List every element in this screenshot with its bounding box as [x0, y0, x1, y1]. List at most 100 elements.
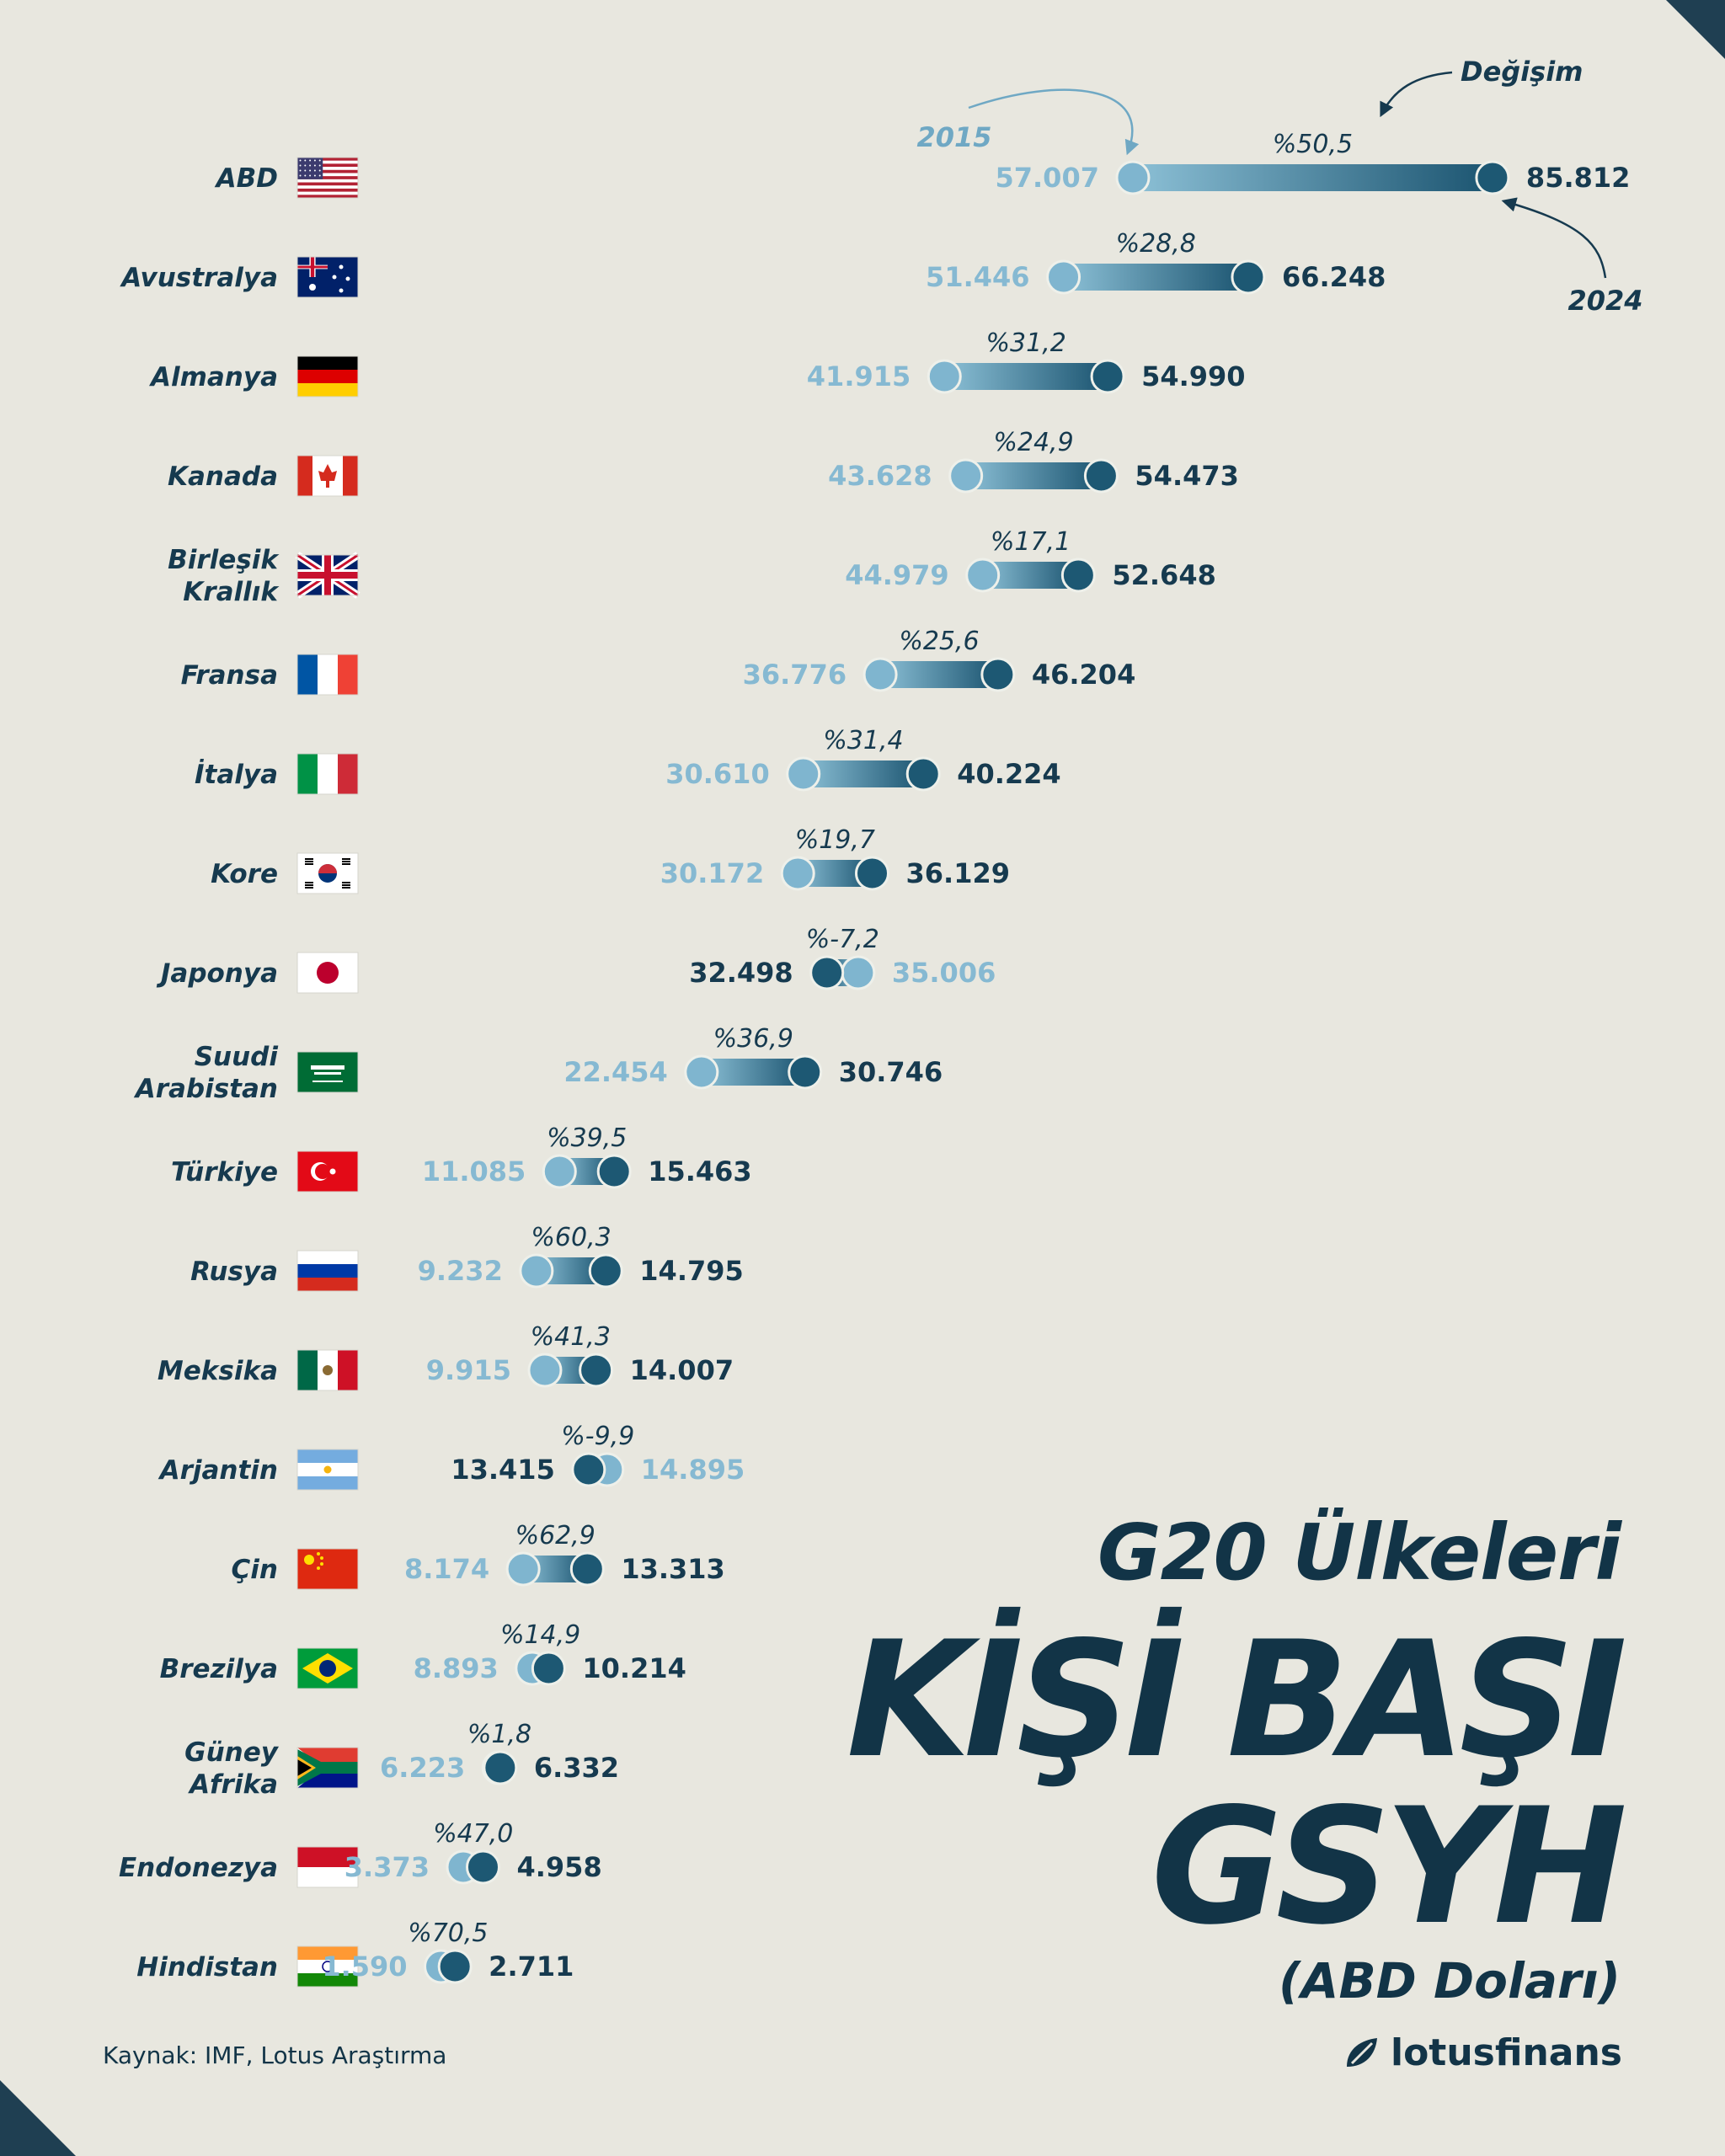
value-label-2024: 66.248	[1282, 261, 1386, 293]
value-label-2015: 43.628	[828, 460, 932, 492]
value-label-2015: 30.610	[665, 758, 769, 790]
legend-2015-arrow	[968, 88, 1140, 156]
chart-row: Rusya 9.232 14.795 %60,3	[190, 1223, 744, 1292]
dot-2015	[542, 1154, 577, 1189]
value-label-2024: 14.007	[630, 1354, 734, 1386]
germany-flag-icon	[296, 355, 359, 398]
argentina-flag-icon	[296, 1449, 359, 1491]
uk-flag-icon	[295, 552, 360, 599]
dot-2024	[437, 1949, 473, 1984]
chart-legend: 2015 Değişim 2024	[916, 56, 1642, 317]
country-label: Arjantin	[158, 1455, 278, 1486]
value-label-2015: 11.085	[422, 1155, 526, 1187]
value-label-2015: 8.174	[404, 1553, 489, 1585]
dot-2024	[1231, 259, 1266, 295]
dot-2015	[1115, 160, 1151, 195]
dumbbell-chart: 2015 Değişim 2024 ABD 57.007 85.812 %50,5 Avus…	[119, 56, 1643, 1988]
chart-row: İtalya 30.610 40.224 %31,4	[195, 726, 1061, 795]
value-label-2015: 8.893	[414, 1652, 499, 1684]
legend-change-label: Değişim	[1461, 56, 1583, 88]
value-label-2024: 30.746	[839, 1056, 943, 1088]
range-bar	[1132, 164, 1493, 191]
value-label-2015: 14.895	[641, 1454, 745, 1486]
dot-2024	[809, 955, 845, 990]
country-label: Birleşik	[168, 545, 280, 575]
country-label: Brezilya	[160, 1654, 278, 1684]
chart-row: ABD 57.007 85.812 %50,5	[214, 130, 1630, 199]
legend-2015-label: 2015	[916, 121, 991, 153]
value-label-2024: 54.990	[1141, 360, 1245, 392]
value-label-2024: 46.204	[1032, 659, 1135, 691]
dot-2024	[855, 856, 890, 891]
dot-2024	[531, 1651, 566, 1686]
change-label: %28,8	[1116, 229, 1196, 259]
canada-flag-icon	[296, 455, 359, 497]
value-label-2015: 30.172	[660, 857, 764, 889]
dot-2015	[780, 856, 815, 891]
chart-title-line2: KİŞİ BAŞI	[846, 1607, 1627, 1793]
range-bar	[803, 760, 924, 787]
source-note: Kaynak: IMF, Lotus Araştırma	[103, 2041, 447, 2069]
change-label: %24,9	[993, 428, 1073, 457]
dot-2015	[965, 558, 1001, 593]
brand-name: lotusfinans	[1391, 2031, 1622, 2074]
change-label: %31,4	[823, 726, 903, 755]
country-label: Türkiye	[171, 1157, 278, 1187]
change-label: %39,5	[547, 1123, 627, 1153]
value-label-2015: 9.915	[426, 1354, 511, 1386]
japan-flag-icon	[296, 952, 359, 994]
legend-change-arrow	[1380, 71, 1453, 118]
country-label: Avustralya	[119, 263, 278, 293]
country-label: Japonya	[156, 958, 278, 989]
italy-flag-icon	[296, 753, 359, 795]
dot-2015	[505, 1551, 541, 1587]
country-label: Afrika	[187, 1769, 278, 1800]
value-label-2015: 3.373	[344, 1851, 430, 1883]
dot-2024	[571, 1452, 606, 1487]
chart-title-unit: (ABD Doları)	[1279, 1952, 1621, 2009]
value-label-2024: 32.498	[689, 957, 793, 989]
corner-decoration-bottom-left	[0, 2080, 76, 2156]
dot-2015	[927, 359, 962, 394]
chart-row: Çin 8.174 13.313 %62,9	[232, 1521, 725, 1590]
value-label-2024: 4.958	[516, 1851, 601, 1883]
dot-2024	[905, 756, 941, 792]
chart-title-main: KİŞİ BAŞI GSYH	[846, 1607, 1627, 1951]
chart-row: Brezilya 8.893 10.214%14,9	[160, 1620, 686, 1689]
dot-2015	[948, 458, 984, 494]
chart-row: Avustralya 51.446 66.248 %28,8	[119, 229, 1386, 298]
dot-2024	[483, 1750, 518, 1785]
change-label: %62,9	[515, 1521, 595, 1550]
russia-flag-icon	[296, 1250, 359, 1292]
brazil-flag-icon	[296, 1647, 359, 1689]
legend-2024-arrow	[1501, 197, 1607, 279]
dot-2015	[786, 756, 821, 792]
country-label: ABD	[214, 163, 278, 194]
value-label-2015: 44.979	[845, 559, 948, 591]
value-label-2015: 41.915	[807, 360, 911, 392]
change-label: %41,3	[531, 1322, 611, 1352]
dot-2024	[1090, 359, 1125, 394]
country-label: Suudi	[195, 1042, 279, 1072]
chart-row: Almanya 41.915 54.990 %31,2	[148, 328, 1246, 398]
chart-row: Hindistan 1.590 2.711%70,5	[136, 1919, 574, 1988]
value-label-2024: 6.332	[534, 1752, 619, 1784]
dot-2015	[519, 1253, 554, 1289]
range-bar	[1063, 264, 1248, 291]
change-label: %19,7	[795, 825, 875, 855]
dot-2024	[788, 1054, 823, 1090]
change-label: %47,0	[433, 1819, 513, 1849]
change-label: %70,5	[408, 1919, 488, 1948]
lotus-leaf-icon	[1347, 2037, 1377, 2067]
saudi-arabia-flag-icon	[296, 1051, 359, 1093]
country-label: Kore	[211, 859, 278, 889]
value-label-2024: 52.648	[1112, 559, 1215, 591]
value-label-2024: 36.129	[906, 857, 1010, 889]
country-label: Hindistan	[136, 1952, 278, 1983]
value-label-2015: 9.232	[418, 1255, 503, 1287]
turkey-flag-icon	[296, 1150, 359, 1193]
dot-2015	[1046, 259, 1081, 295]
country-label: Endonezya	[119, 1853, 278, 1883]
chart-row: Japonya 32.498 35.006 %-7,2	[156, 925, 996, 994]
